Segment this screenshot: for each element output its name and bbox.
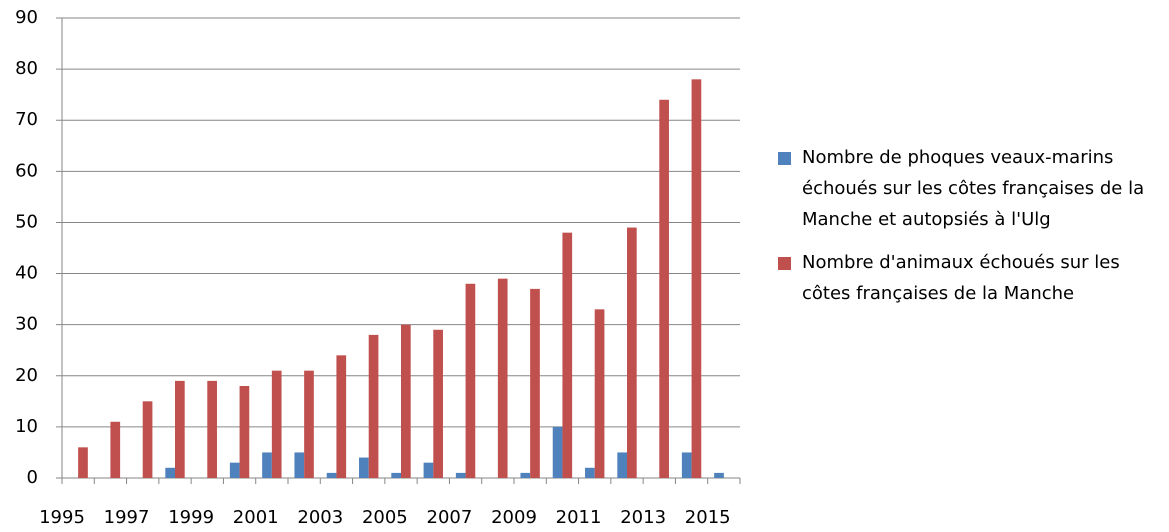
x-tick-label: 2015 xyxy=(685,507,731,528)
x-tick-label: 2007 xyxy=(427,507,473,528)
bar xyxy=(659,99,669,479)
bar xyxy=(326,472,337,478)
bar xyxy=(165,467,175,478)
x-tick-label: 2009 xyxy=(491,507,537,528)
bar xyxy=(520,472,531,478)
bar xyxy=(271,370,282,478)
x-tick-label: 2001 xyxy=(233,507,279,528)
y-tick-label: 80 xyxy=(15,58,38,79)
legend-swatch xyxy=(778,152,791,165)
bar xyxy=(465,283,476,478)
bar xyxy=(627,227,637,478)
bar xyxy=(262,452,272,478)
bar xyxy=(594,309,605,478)
bar xyxy=(617,452,627,478)
x-tick-label: 1995 xyxy=(39,507,85,528)
bar xyxy=(229,462,240,478)
bar xyxy=(497,278,508,478)
bar xyxy=(239,386,250,478)
bar xyxy=(681,452,692,478)
bar xyxy=(552,426,563,478)
y-tick-label: 90 xyxy=(15,7,38,28)
bar xyxy=(175,380,185,478)
y-tick-label: 0 xyxy=(27,467,38,488)
x-tick-label: 2011 xyxy=(556,507,602,528)
y-tick-label: 30 xyxy=(15,314,38,335)
y-tick-label: 60 xyxy=(15,160,38,181)
bar xyxy=(207,380,217,478)
bar xyxy=(455,472,466,478)
legend-swatch xyxy=(778,257,791,270)
y-tick-label: 20 xyxy=(15,365,38,386)
bar xyxy=(336,355,347,478)
bar xyxy=(423,462,434,478)
bar xyxy=(691,79,702,478)
bar xyxy=(78,447,88,478)
bar xyxy=(391,472,401,478)
bar xyxy=(585,467,595,478)
legend-label: Nombre d'animaux échoués sur les côtes f… xyxy=(802,252,1120,304)
legend: Nombre de phoques veaux-marins échoués s… xyxy=(778,142,1158,321)
legend-item: Nombre de phoques veaux-marins échoués s… xyxy=(778,142,1158,235)
bar xyxy=(368,334,379,478)
bar xyxy=(142,401,153,478)
legend-item: Nombre d'animaux échoués sur les côtes f… xyxy=(778,247,1158,309)
y-tick-label: 50 xyxy=(15,211,38,232)
y-tick-label: 70 xyxy=(15,109,38,130)
x-tick-label: 1997 xyxy=(104,507,150,528)
bar xyxy=(294,452,305,478)
x-tick-label: 2003 xyxy=(297,507,343,528)
y-tick-label: 10 xyxy=(15,416,38,437)
bar xyxy=(359,457,369,478)
legend-label: Nombre de phoques veaux-marins échoués s… xyxy=(802,147,1145,230)
bar xyxy=(714,472,724,478)
bar xyxy=(110,421,121,478)
bar xyxy=(562,232,573,478)
x-tick-label: 1999 xyxy=(168,507,214,528)
bar xyxy=(401,324,411,478)
y-tick-label: 40 xyxy=(15,263,38,284)
bar xyxy=(530,288,540,478)
x-tick-label: 2013 xyxy=(620,507,666,528)
x-tick-label: 2005 xyxy=(362,507,408,528)
bar xyxy=(433,329,443,478)
bar xyxy=(304,370,314,478)
